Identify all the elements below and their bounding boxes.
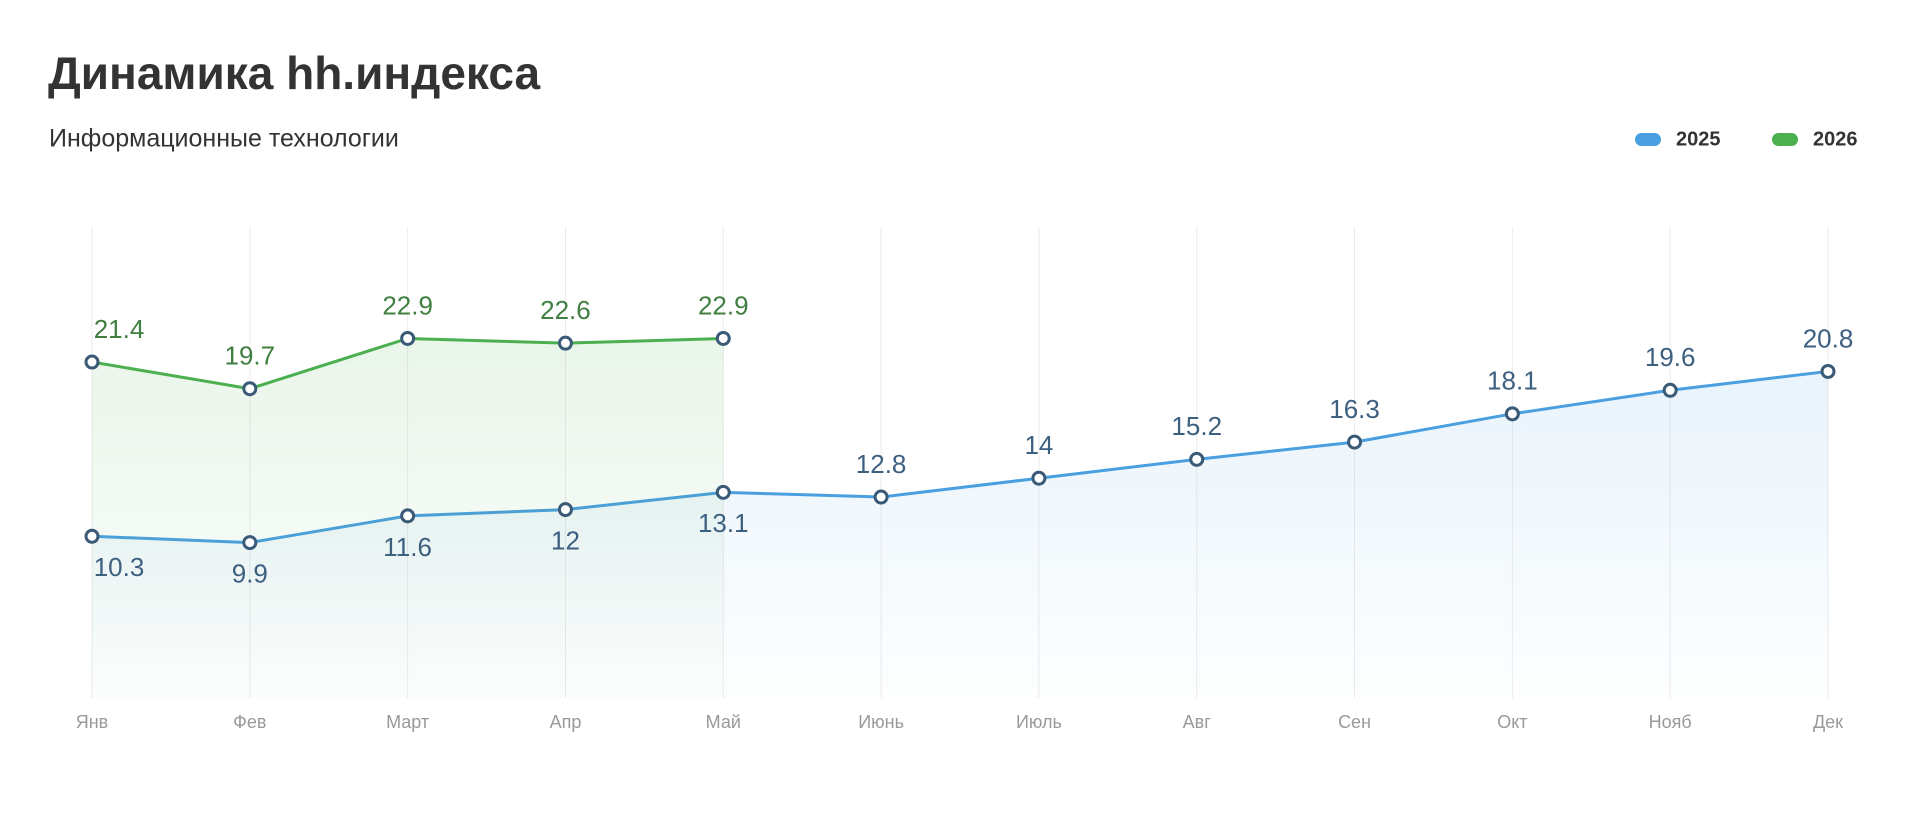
data-label: 18.1 [1487,366,1538,396]
data-label: 12.8 [856,449,907,479]
marker [400,330,416,346]
data-label: 21.4 [94,314,145,344]
data-label: 10.3 [94,552,145,582]
x-tick-label: Апр [550,712,582,732]
data-label: 19.6 [1645,342,1696,372]
marker [84,528,100,544]
x-tick-label: Март [386,712,429,732]
legend-swatch [1635,133,1661,146]
legend-label: 2026 [1813,128,1858,150]
marker [1504,406,1520,422]
data-label: 12 [551,525,580,555]
x-tick-label: Май [706,712,741,732]
chart-subtitle: Информационные технологии [49,125,399,153]
marker [242,381,258,397]
marker [1662,382,1678,398]
marker [1347,434,1363,450]
chart-title: Динамика hh.индекса [48,47,540,99]
x-tick-label: Окт [1497,712,1527,732]
marker [557,502,573,518]
marker [84,354,100,370]
legend-swatch [1772,133,1798,146]
data-label: 13.1 [698,508,749,538]
data-label: 14 [1024,430,1053,460]
marker [1189,451,1205,467]
data-label: 19.7 [225,341,276,371]
marker [1820,363,1836,379]
legend-label: 2025 [1676,128,1721,150]
marker [1031,470,1047,486]
marker [242,535,258,551]
marker [400,508,416,524]
data-label: 15.2 [1171,411,1222,441]
data-label: 16.3 [1329,394,1380,424]
data-label: 11.6 [383,532,432,562]
data-label: 20.8 [1803,323,1854,353]
x-tick-label: Сен [1338,712,1371,732]
x-tick-label: Июль [1016,712,1062,732]
data-label: 22.6 [540,295,591,325]
marker [715,330,731,346]
data-label: 22.9 [382,290,433,320]
marker [557,335,573,351]
data-label: 22.9 [698,290,749,320]
x-tick-label: Янв [76,712,109,732]
data-label: 9.9 [232,558,268,588]
x-tick-label: Авг [1183,712,1212,732]
x-tick-label: Нояб [1649,712,1692,732]
marker [873,489,889,505]
x-tick-label: Июнь [858,712,904,732]
marker [715,484,731,500]
x-tick-label: Дек [1813,712,1843,732]
x-tick-label: Фев [233,712,266,732]
